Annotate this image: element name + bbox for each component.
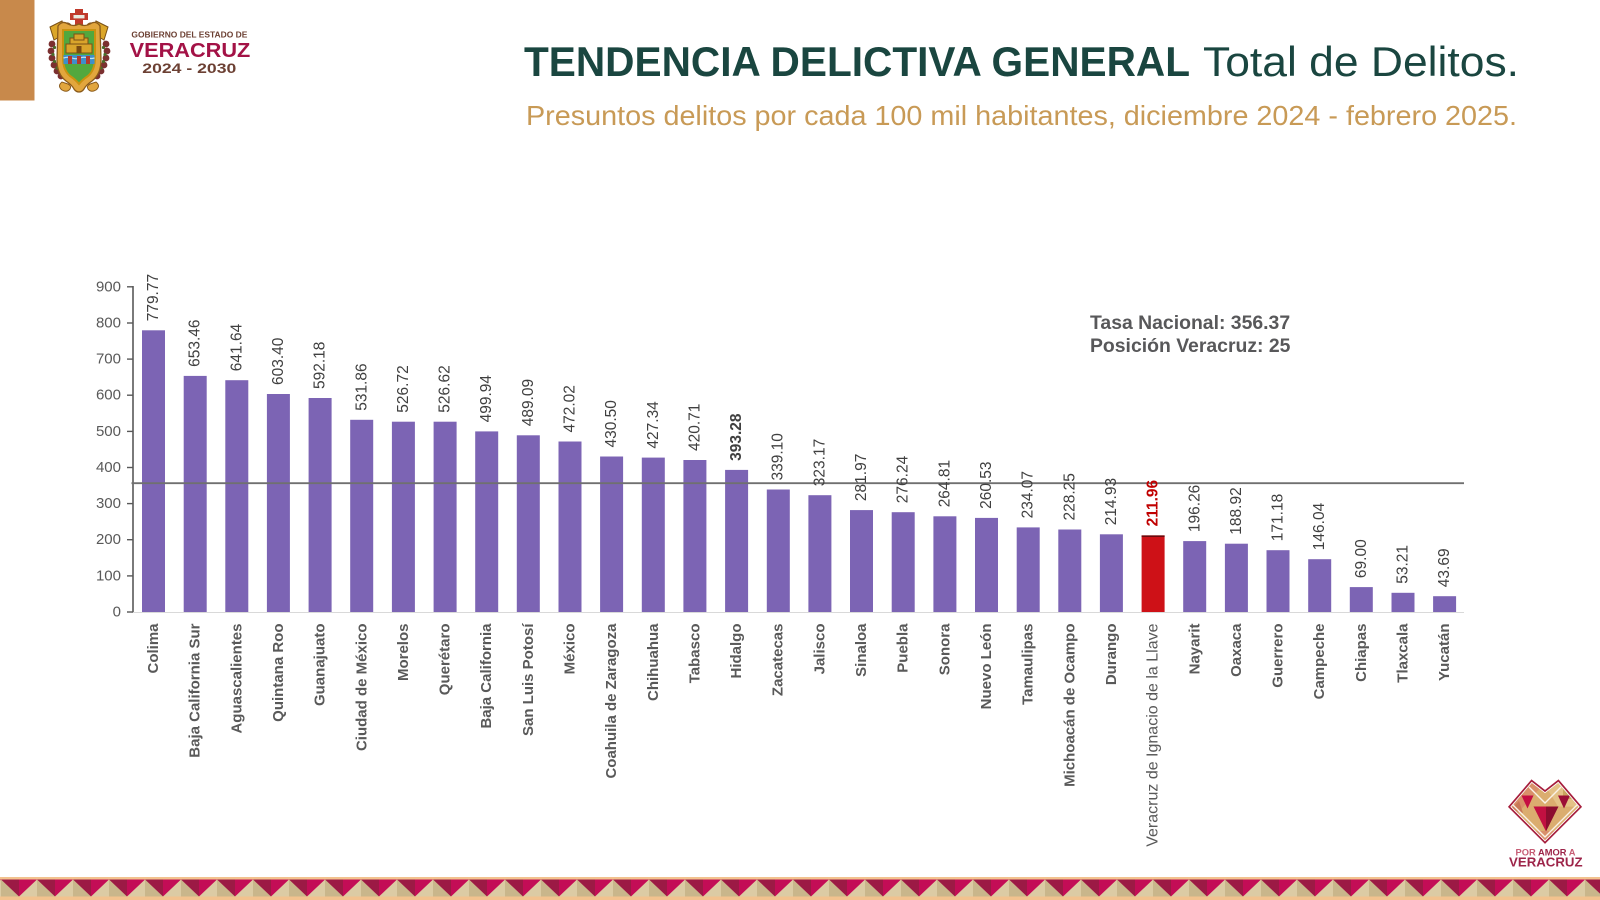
svg-text:500: 500 [96, 423, 121, 440]
svg-text:53.21: 53.21 [1395, 545, 1412, 584]
svg-text:531.86: 531.86 [353, 363, 370, 410]
svg-text:POR AMOR A: POR AMOR A [1516, 848, 1576, 859]
svg-text:427.34: 427.34 [645, 401, 662, 449]
svg-text:200: 200 [96, 531, 121, 548]
svg-text:214.93: 214.93 [1103, 478, 1120, 525]
svg-text:234.07: 234.07 [1020, 471, 1037, 518]
svg-text:300: 300 [96, 495, 121, 512]
svg-text:TENDENCIA DELICTIVA GENERAL: TENDENCIA DELICTIVA GENERAL [524, 38, 1190, 85]
svg-text:Ciudad de México: Ciudad de México [353, 624, 370, 752]
svg-text:69.00: 69.00 [1353, 539, 1370, 578]
svg-text:393.28: 393.28 [728, 413, 745, 461]
svg-text:211.96: 211.96 [1145, 479, 1162, 526]
svg-text:Morelos: Morelos [395, 624, 412, 682]
svg-text:472.02: 472.02 [562, 385, 579, 432]
svg-text:603.40: 603.40 [270, 337, 287, 385]
svg-text:Total de Delitos.: Total de Delitos. [1203, 38, 1519, 85]
svg-text:Michoacán de Ocampo: Michoacán de Ocampo [1061, 624, 1078, 787]
svg-text:489.09: 489.09 [520, 379, 537, 426]
svg-text:Durango: Durango [1103, 624, 1120, 686]
svg-text:Colima: Colima [145, 623, 162, 674]
svg-text:Chihuahua: Chihuahua [645, 623, 662, 701]
svg-text:Veracruz de Ignacio de la Llav: Veracruz de Ignacio de la Llave [1145, 623, 1162, 846]
svg-text:339.10: 339.10 [770, 433, 787, 481]
svg-text:Oaxaca: Oaxaca [1228, 623, 1245, 677]
svg-text:323.17: 323.17 [811, 439, 828, 486]
svg-text:Hidalgo: Hidalgo [728, 624, 745, 679]
svg-text:276.24: 276.24 [895, 455, 912, 503]
svg-text:188.92: 188.92 [1228, 487, 1245, 534]
svg-text:228.25: 228.25 [1061, 473, 1078, 520]
svg-text:Baja California: Baja California [478, 623, 495, 729]
svg-text:Nuevo León: Nuevo León [978, 624, 995, 710]
svg-text:San Luis Potosí: San Luis Potosí [520, 623, 537, 736]
svg-text:653.46: 653.46 [187, 319, 204, 366]
svg-text:800: 800 [96, 315, 121, 332]
svg-text:281.97: 281.97 [853, 454, 870, 501]
svg-text:Chiapas: Chiapas [1353, 624, 1370, 682]
svg-text:2024 - 2030: 2024 - 2030 [142, 60, 236, 76]
svg-text:779.77: 779.77 [145, 274, 162, 321]
svg-text:420.71: 420.71 [686, 404, 703, 451]
svg-text:Posición Veracruz: 25: Posición Veracruz: 25 [1090, 335, 1291, 357]
svg-text:260.53: 260.53 [978, 461, 995, 508]
svg-text:Jalisco: Jalisco [811, 624, 828, 675]
svg-text:400: 400 [96, 459, 121, 476]
svg-text:592.18: 592.18 [312, 342, 329, 389]
svg-text:Nayarit: Nayarit [1186, 623, 1203, 674]
svg-text:Guanajuato: Guanajuato [312, 624, 329, 707]
svg-text:VERACRUZ: VERACRUZ [130, 39, 251, 62]
svg-text:43.69: 43.69 [1436, 548, 1453, 587]
svg-text:600: 600 [96, 387, 121, 404]
svg-text:171.18: 171.18 [1270, 494, 1287, 541]
svg-text:Quintana Roo: Quintana Roo [270, 624, 287, 722]
svg-text:641.64: 641.64 [228, 323, 245, 371]
svg-text:Sinaloa: Sinaloa [853, 623, 870, 677]
svg-text:146.04: 146.04 [1311, 502, 1328, 550]
svg-text:VERACRUZ: VERACRUZ [1509, 855, 1583, 870]
svg-text:GOBIERNO DEL ESTADO DE: GOBIERNO DEL ESTADO DE [131, 30, 248, 39]
svg-text:Puebla: Puebla [895, 623, 912, 673]
svg-text:700: 700 [96, 351, 121, 368]
svg-text:526.72: 526.72 [395, 365, 412, 412]
svg-text:México: México [562, 624, 579, 675]
svg-text:Tasa Nacional: 356.37: Tasa Nacional: 356.37 [1090, 312, 1290, 334]
svg-text:Tamaulipas: Tamaulipas [1020, 624, 1037, 705]
svg-text:526.62: 526.62 [437, 365, 454, 412]
svg-text:Presuntos delitos por cada 100: Presuntos delitos por cada 100 mil habit… [526, 100, 1517, 131]
svg-text:Campeche: Campeche [1311, 624, 1328, 700]
svg-text:Tabasco: Tabasco [686, 624, 703, 684]
svg-text:Aguascalientes: Aguascalientes [228, 624, 245, 734]
svg-text:Tlaxcala: Tlaxcala [1395, 623, 1412, 683]
svg-text:0: 0 [113, 604, 121, 621]
svg-text:430.50: 430.50 [603, 400, 620, 448]
svg-text:Yucatán: Yucatán [1436, 624, 1453, 682]
svg-text:Querétaro: Querétaro [437, 624, 454, 696]
svg-text:100: 100 [96, 567, 121, 584]
svg-text:Sonora: Sonora [936, 623, 953, 675]
svg-text:Guerrero: Guerrero [1270, 624, 1287, 688]
svg-text:Baja California Sur: Baja California Sur [187, 623, 204, 757]
svg-text:900: 900 [96, 278, 121, 295]
svg-text:196.26: 196.26 [1186, 485, 1203, 532]
svg-text:Zacatecas: Zacatecas [770, 624, 787, 697]
svg-text:499.94: 499.94 [478, 375, 495, 423]
svg-text:Coahuila de Zaragoza: Coahuila de Zaragoza [603, 623, 620, 779]
svg-text:264.81: 264.81 [936, 460, 953, 507]
